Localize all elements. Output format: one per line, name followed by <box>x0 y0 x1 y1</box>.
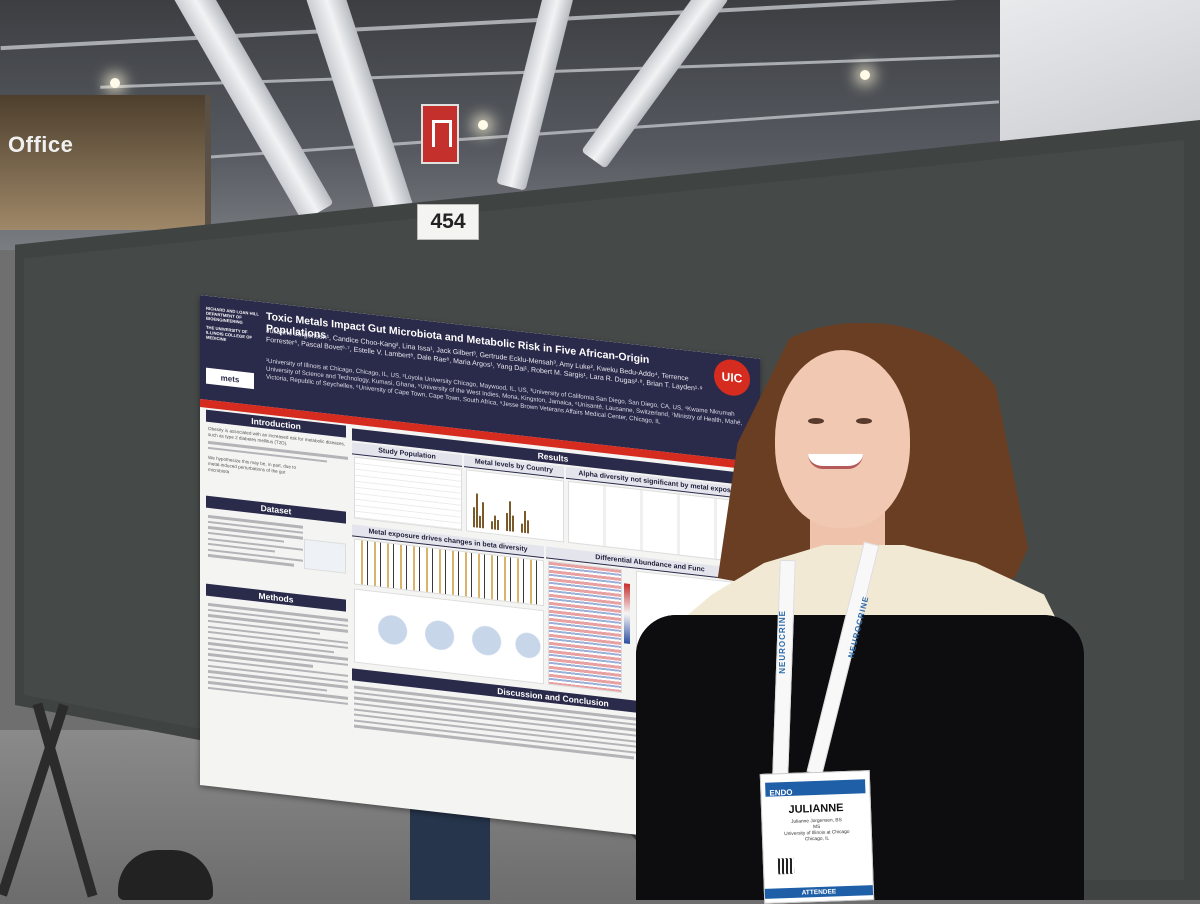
hypothesis-paragraph: We hypothesize this may be, in part, due… <box>208 455 297 475</box>
ceiling-light <box>478 120 488 130</box>
bar <box>494 515 496 530</box>
pillar <box>581 0 729 169</box>
bar <box>479 515 481 529</box>
badge-name: JULIANNE <box>788 802 844 816</box>
store-sign: Office <box>8 132 74 157</box>
heatmap-color-scale <box>624 583 630 644</box>
smile <box>808 454 863 469</box>
department-label: RICHARD AND LOAN HILL DEPARTMENT OF BIOE… <box>206 306 264 347</box>
right-eye <box>856 418 872 424</box>
badge-event-name: ENDO <box>769 787 793 798</box>
ceiling-light <box>860 70 870 80</box>
attendee-badge: ENDO JULIANNE Julianne Jorgensen, BS MS … <box>759 770 875 904</box>
bar <box>506 512 508 532</box>
bar <box>482 502 484 529</box>
storefront <box>0 95 211 230</box>
bar <box>476 493 478 528</box>
metal-levels-chart <box>466 469 564 543</box>
left-sleeve <box>636 615 716 715</box>
bar <box>473 507 475 528</box>
bar <box>524 510 526 534</box>
ceiling-truss <box>0 0 1000 51</box>
badge-banner: ENDO <box>765 779 866 798</box>
bar <box>491 521 493 530</box>
bag <box>118 850 213 900</box>
department-name: RICHARD AND LOAN HILL DEPARTMENT OF BIOE… <box>206 305 259 325</box>
significant-taxa-heatmap <box>548 560 622 694</box>
population-table <box>354 456 462 531</box>
world-map-figure <box>304 538 346 574</box>
face <box>775 350 910 528</box>
uic-logo: UIC <box>714 357 750 398</box>
college-name: THE UNIVERSITY OF ILLINOIS COLLEGE OF ME… <box>206 324 253 343</box>
board-number: 454 <box>417 204 479 240</box>
ceiling-light <box>110 78 120 88</box>
mets-logo: mets <box>206 367 254 390</box>
badge-type: ATTENDEE <box>764 885 874 899</box>
pillar <box>496 0 574 191</box>
person-behind-board <box>410 800 490 900</box>
bar <box>521 523 523 533</box>
right-sleeve <box>985 615 1083 715</box>
bar <box>527 520 529 534</box>
left-eye <box>808 418 824 424</box>
bar <box>497 519 499 531</box>
dataset-text <box>208 512 303 571</box>
methods-text <box>208 600 348 708</box>
bar-group <box>473 487 529 534</box>
lanyard-text: NEUROCRINE <box>778 610 787 674</box>
exit-sign <box>421 104 459 164</box>
bar <box>509 501 511 532</box>
qr-code <box>777 857 795 875</box>
badge-details: Julianne Jorgensen, BS MS University of … <box>762 817 871 845</box>
bar <box>512 515 514 532</box>
